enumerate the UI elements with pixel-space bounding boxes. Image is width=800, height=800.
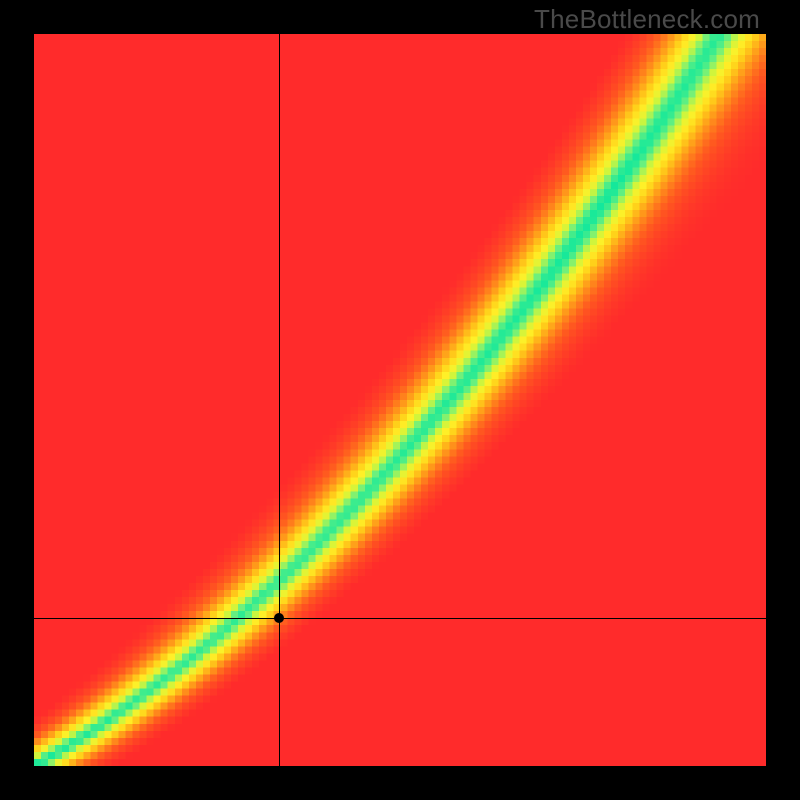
- crosshair-horizontal: [34, 618, 766, 619]
- crosshair-vertical: [279, 34, 280, 766]
- heatmap-canvas: [34, 34, 766, 766]
- plot-area: [34, 34, 766, 766]
- watermark: TheBottleneck.com: [534, 4, 760, 35]
